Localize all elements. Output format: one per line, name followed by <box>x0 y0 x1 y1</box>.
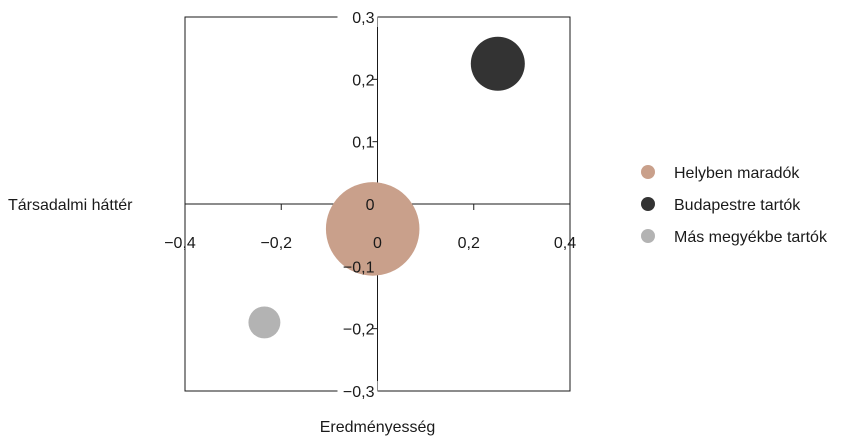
y-axis-label: Társadalmi háttér <box>8 197 133 214</box>
x-axis-label: Eredményesség <box>320 419 436 436</box>
x-tick-label: −0,4 <box>164 235 196 252</box>
y-tick-label: 0 <box>366 197 375 214</box>
x-tick-label: 0,2 <box>458 235 480 252</box>
y-tick-label: 0,3 <box>352 10 374 27</box>
y-tick-label: −0,2 <box>343 322 375 339</box>
legend-label: Budapestre tartók <box>674 197 801 214</box>
y-tick-labels: 0,3 0,2 0,1 0 −0,1 −0,2 −0,3 <box>337 7 378 401</box>
x-tick-label: −0,2 <box>260 235 292 252</box>
y-tick-label: 0,1 <box>352 135 374 152</box>
x-tick-labels: −0,4 −0,2 0 0,2 0,4 <box>164 235 576 252</box>
legend: Helyben maradók Budapestre tartók Más megy… <box>641 165 828 246</box>
legend-marker <box>641 197 655 211</box>
bubbles <box>248 36 525 339</box>
tick-label-bg <box>337 7 378 27</box>
legend-marker <box>641 165 655 179</box>
legend-marker <box>641 229 655 243</box>
bubble <box>248 306 281 339</box>
y-tick-label: 0,2 <box>352 72 374 89</box>
x-tick-label: 0 <box>373 235 382 252</box>
bubble <box>470 36 525 91</box>
y-tick-label: −0,1 <box>343 259 375 276</box>
tick-label-bg <box>337 381 378 401</box>
x-tick-label: 0,4 <box>554 235 576 252</box>
legend-label: Helyben maradók <box>674 165 800 182</box>
y-tick-label: −0,3 <box>343 384 375 401</box>
legend-label: Más megyékbe tartók <box>674 229 828 246</box>
bubble <box>325 182 420 276</box>
